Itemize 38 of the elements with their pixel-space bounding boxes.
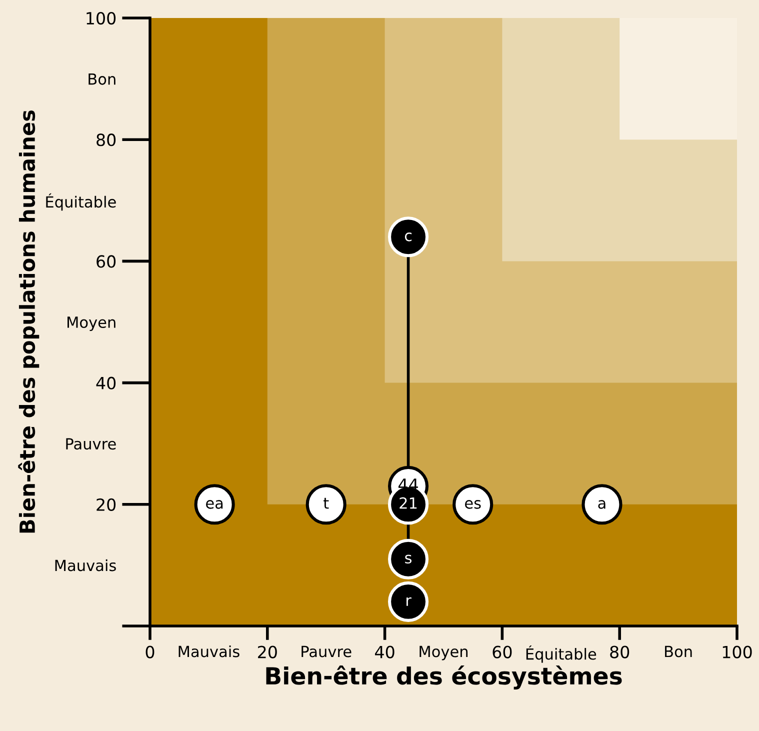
y-axis-title: Bien-être des populations humaines <box>18 110 40 533</box>
y-tick-label: Mauvais <box>55 559 116 572</box>
x-tick-label: 60 <box>492 646 512 658</box>
x-tick-label: 80 <box>610 646 630 658</box>
x-tick-label: 100 <box>722 646 752 658</box>
y-tick-label: 20 <box>96 498 116 511</box>
point <box>388 216 429 258</box>
y-tick-label: 100 <box>86 12 116 25</box>
x-tick-label: Mauvais <box>178 645 240 658</box>
series-label: es <box>465 500 481 509</box>
series-label: r <box>406 597 412 606</box>
series-label: a <box>598 500 606 509</box>
point <box>452 484 494 525</box>
y-tick-label: 60 <box>96 255 116 268</box>
x-tick-label: 0 <box>146 646 154 658</box>
x-tick-label: Équitable <box>526 645 596 663</box>
y-tick-label: Moyen <box>68 316 116 331</box>
series-label: t <box>324 498 329 509</box>
point <box>306 484 346 525</box>
series-label: c <box>404 232 412 242</box>
x-axis-title: Bien-être des écosystèmes <box>266 666 622 690</box>
series-label: 21 <box>400 497 417 509</box>
point <box>194 484 235 525</box>
y-tick-label: Pauvre <box>66 438 116 450</box>
x-tick-label: 40 <box>375 646 394 658</box>
x-tick-label: Pauvre <box>302 646 352 658</box>
x-tick-label: Bon <box>665 646 692 658</box>
y-tick-label: 40 <box>96 376 116 390</box>
x-tick-label: 20 <box>258 646 277 658</box>
series-label: s <box>405 554 412 564</box>
x-tick-label: Moyen <box>420 646 468 660</box>
point <box>582 484 622 525</box>
y-tick-label: 80 <box>96 134 116 146</box>
y-tick-label: Équitable <box>46 193 116 211</box>
point <box>388 581 429 622</box>
point <box>388 538 429 580</box>
y-tick-label: Bon <box>88 73 116 85</box>
series-label: ea <box>206 500 223 509</box>
